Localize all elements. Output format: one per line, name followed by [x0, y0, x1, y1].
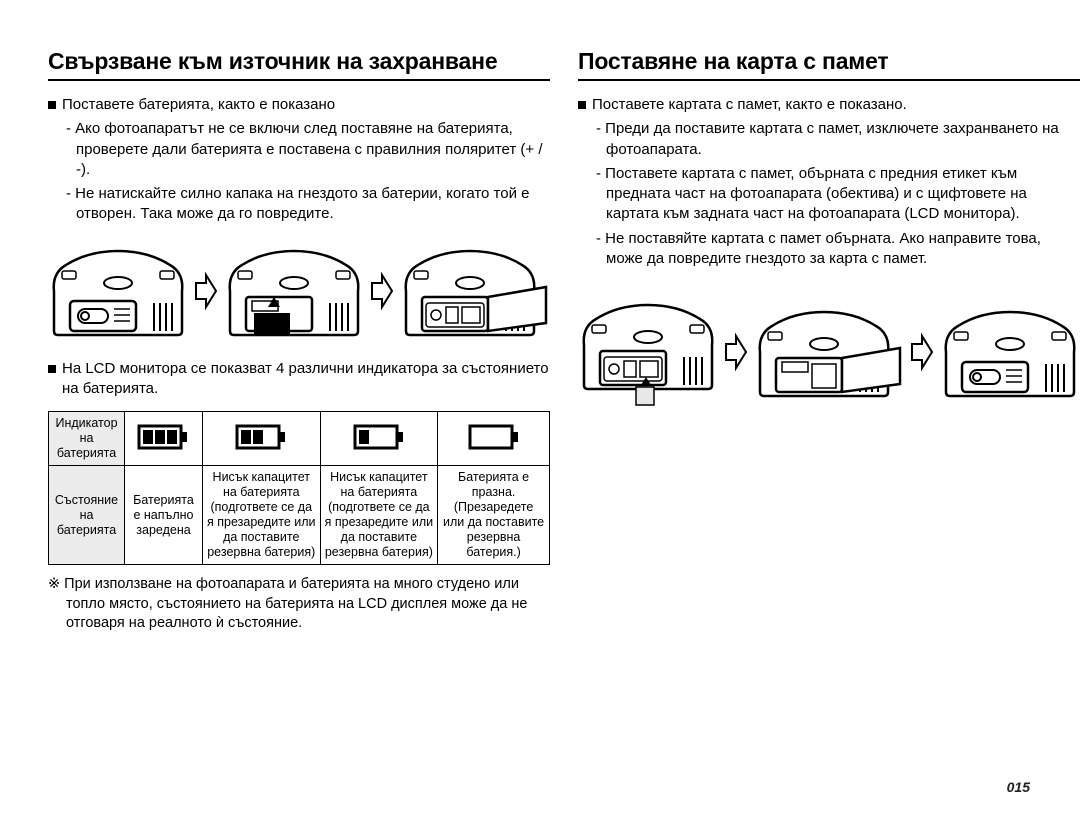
- left-column: Свързване към източник на захранване Пос…: [48, 48, 550, 783]
- camera-open-flap-icon: [754, 304, 904, 400]
- bullet-icon: [48, 365, 56, 373]
- right-diagram-row: [578, 297, 1080, 407]
- left-block2: На LCD монитора се показват 4 различни и…: [48, 359, 550, 400]
- right-sub3: - Не поставяйте картата с памет обърната…: [588, 229, 1080, 270]
- table-c1: Батерията е напълно заредена: [125, 466, 203, 565]
- table-c2: Нисък капацитет на батерията (подгответе…: [202, 466, 320, 565]
- right-column: Поставяне на карта с памет Поставете кар…: [578, 48, 1080, 783]
- left-diagram-row: [48, 243, 550, 339]
- right-sub2: - Поставете картата с памет, обърната с …: [588, 164, 1080, 225]
- battery-icon-0: [438, 412, 550, 466]
- camera-closed-icon: [940, 304, 1080, 400]
- battery-table: Индикатор на батерията Състояние: [48, 411, 550, 565]
- left-bullet2: На LCD монитора се показват 4 различни и…: [62, 359, 550, 400]
- table-c4: Батерията е празна. (Презаредете или да …: [438, 466, 550, 565]
- bullet-icon: [48, 101, 56, 109]
- arrow-right-icon: [370, 271, 394, 311]
- battery-icon-3: [125, 412, 203, 466]
- table-row1-header: Индикатор на батерията: [49, 412, 125, 466]
- left-note: ※ При използване на фотоапарата и батери…: [48, 575, 550, 634]
- camera-open-slot-icon: [578, 297, 718, 407]
- arrow-right-icon: [910, 332, 934, 372]
- arrow-right-icon: [724, 332, 748, 372]
- battery-icon-1: [320, 412, 438, 466]
- right-bullet1: Поставете картата с памет, както е показ…: [592, 95, 907, 115]
- left-block1: Поставете батерията, както е показано - …: [48, 95, 550, 225]
- battery-icon-2: [202, 412, 320, 466]
- camera-closed-icon: [48, 243, 188, 339]
- left-bullet1: Поставете батерията, както е показано: [62, 95, 335, 115]
- right-title: Поставяне на карта с памет: [578, 48, 1080, 81]
- table-c3: Нисък капацитет на батерията (подгответе…: [320, 466, 438, 565]
- camera-open-flap-icon: [400, 243, 550, 339]
- arrow-right-icon: [194, 271, 218, 311]
- left-title: Свързване към източник на захранване: [48, 48, 550, 81]
- left-sub2: - Не натискайте силно капака на гнездото…: [58, 184, 550, 225]
- camera-open-battery-icon: [224, 243, 364, 339]
- table-row2-header: Състояние на батерията: [49, 466, 125, 565]
- page-number: 015: [1007, 779, 1030, 795]
- left-sub1: - Ако фотоапаратът не се включи след пос…: [58, 119, 550, 180]
- right-sub1: - Преди да поставите картата с памет, из…: [588, 119, 1080, 160]
- right-block1: Поставете картата с памет, както е показ…: [578, 95, 1080, 269]
- bullet-icon: [578, 101, 586, 109]
